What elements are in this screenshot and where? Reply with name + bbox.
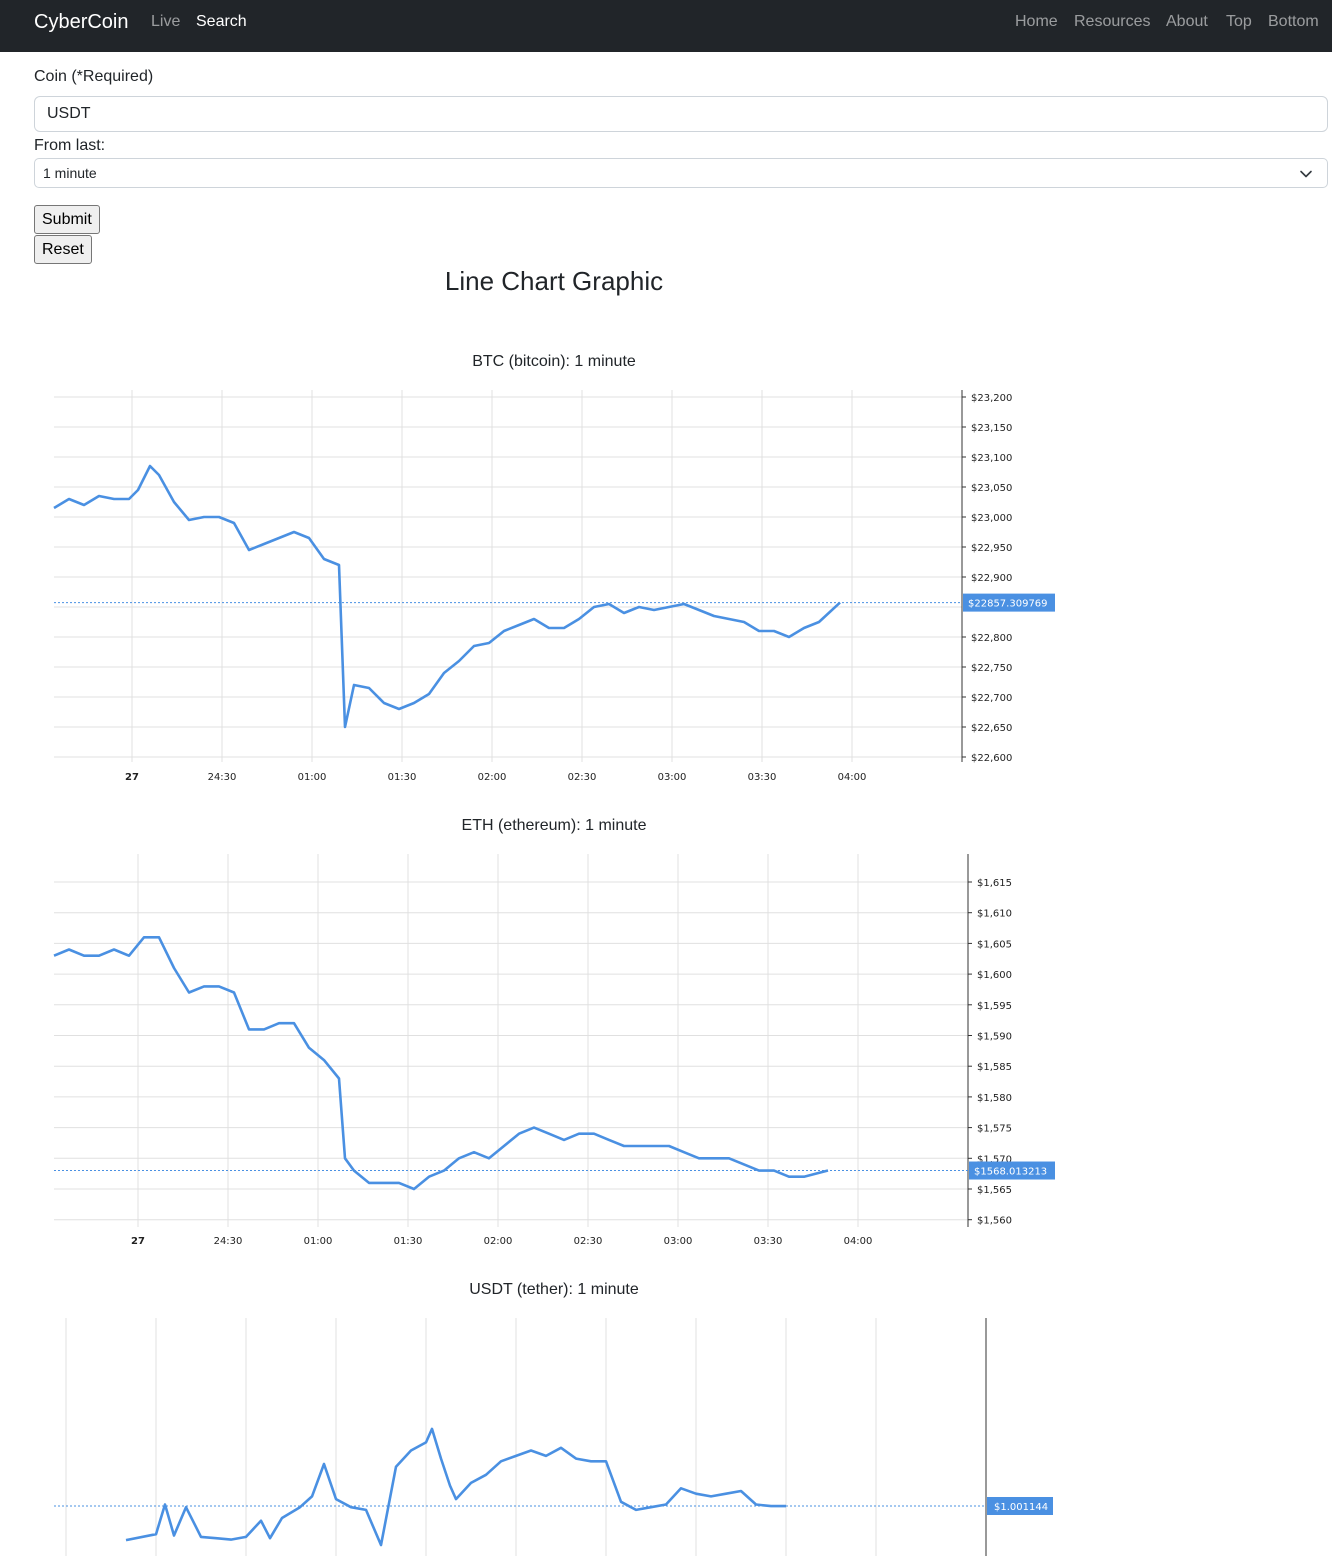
- y-tick-label: $1,610: [977, 909, 1012, 920]
- price-line: [53, 464, 841, 729]
- usdt-line-chart[interactable]: $1.001144: [0, 1310, 1060, 1556]
- x-tick-label: 01:30: [394, 1236, 423, 1247]
- from-last-selected-value: 1 minute: [43, 165, 97, 181]
- x-tick-label: 27: [125, 772, 139, 783]
- y-tick-label: $1,595: [977, 1001, 1012, 1012]
- x-tick-label: 02:30: [568, 772, 597, 783]
- y-tick-label: $1,560: [977, 1216, 1012, 1227]
- y-tick-label: $22,600: [971, 753, 1012, 764]
- x-tick-label: 04:00: [838, 772, 867, 783]
- last-value-tag: [969, 1161, 1055, 1180]
- nav-about-link[interactable]: About: [1166, 13, 1208, 30]
- x-tick-label: 01:30: [388, 772, 417, 783]
- y-tick-label: $22,650: [971, 723, 1012, 734]
- x-tick-label: 03:00: [664, 1236, 693, 1247]
- x-tick-label: 03:00: [658, 772, 687, 783]
- x-tick-label: 02:00: [478, 772, 507, 783]
- nav-live-link[interactable]: Live: [151, 13, 181, 30]
- x-tick-label: 04:00: [844, 1236, 873, 1247]
- y-tick-label: $1,590: [977, 1032, 1012, 1043]
- y-tick-label: $22,950: [971, 543, 1012, 554]
- btc-line-chart[interactable]: $23,200 $23,150 $23,100 $23,050 $23,000 $22,9…: [0, 380, 1060, 790]
- nav-bottom-link[interactable]: Bottom: [1268, 13, 1319, 30]
- btc-chart-title: BTC (bitcoin): 1 minute: [472, 353, 636, 370]
- x-tick-label: 24:30: [208, 772, 237, 783]
- y-tick-label: $23,000: [971, 513, 1012, 524]
- y-tick-label: $22,800: [971, 633, 1012, 644]
- y-tick-label: $1,605: [977, 939, 1012, 950]
- last-value-tag: [987, 1497, 1053, 1515]
- y-tick-label: $1,565: [977, 1185, 1012, 1196]
- last-value-label: $1.001144: [994, 1502, 1048, 1513]
- nav-home-link[interactable]: Home: [1015, 13, 1058, 30]
- last-value-label: $1568.013213: [974, 1167, 1047, 1178]
- x-tick-label: 01:00: [298, 772, 327, 783]
- y-tick-label: $23,050: [971, 483, 1012, 494]
- x-tick-label: 24:30: [214, 1236, 243, 1247]
- x-tick-label: 27: [131, 1236, 145, 1247]
- y-tick-label: $23,100: [971, 453, 1012, 464]
- x-tick-label: 02:00: [484, 1236, 513, 1247]
- page-title: Line Chart Graphic: [444, 266, 664, 296]
- from-last-select[interactable]: 1 minute: [34, 158, 1328, 188]
- nav-search-link[interactable]: Search: [196, 13, 247, 30]
- coin-input[interactable]: [34, 96, 1328, 132]
- y-tick-label: $23,150: [971, 423, 1012, 434]
- reset-button[interactable]: Reset: [34, 235, 92, 264]
- eth-chart-title: ETH (ethereum): 1 minute: [461, 817, 647, 834]
- price-line: [53, 935, 829, 1191]
- chevron-down-icon: [1300, 170, 1312, 178]
- y-tick-label: $22,900: [971, 573, 1012, 584]
- x-tick-label: 03:30: [748, 772, 777, 783]
- y-tick-label: $1,580: [977, 1093, 1012, 1104]
- navbar: CyberCoin Live Search Home Resources Abo…: [0, 0, 1332, 52]
- nav-resources-link[interactable]: Resources: [1074, 13, 1151, 30]
- nav-top-link[interactable]: Top: [1226, 13, 1252, 30]
- y-tick-label: $22,700: [971, 693, 1012, 704]
- y-tick-label: $1,615: [977, 878, 1012, 889]
- eth-line-chart[interactable]: $1,615 $1,610 $1,605 $1,600 $1,595 $1,590 $1,5…: [0, 845, 1060, 1255]
- coin-label: Coin (*Required): [34, 68, 154, 85]
- x-tick-label: 01:00: [304, 1236, 333, 1247]
- brand-logo[interactable]: CyberCoin: [34, 11, 129, 33]
- y-tick-label: $1,575: [977, 1124, 1012, 1135]
- y-tick-label: $22,750: [971, 663, 1012, 674]
- y-tick-label: $1,570: [977, 1154, 1012, 1165]
- last-value-tag: [963, 593, 1055, 612]
- price-line: [125, 1427, 786, 1547]
- y-tick-label: $1,585: [977, 1062, 1012, 1073]
- last-value-label: $22857.309769: [968, 599, 1048, 610]
- x-tick-label: 02:30: [574, 1236, 603, 1247]
- y-tick-label: $23,200: [971, 393, 1012, 404]
- usdt-chart-title: USDT (tether): 1 minute: [469, 1281, 639, 1298]
- x-tick-label: 03:30: [754, 1236, 783, 1247]
- y-tick-label: $1,600: [977, 970, 1012, 981]
- from-last-label: From last:: [34, 137, 106, 154]
- submit-button[interactable]: Submit: [34, 205, 100, 234]
